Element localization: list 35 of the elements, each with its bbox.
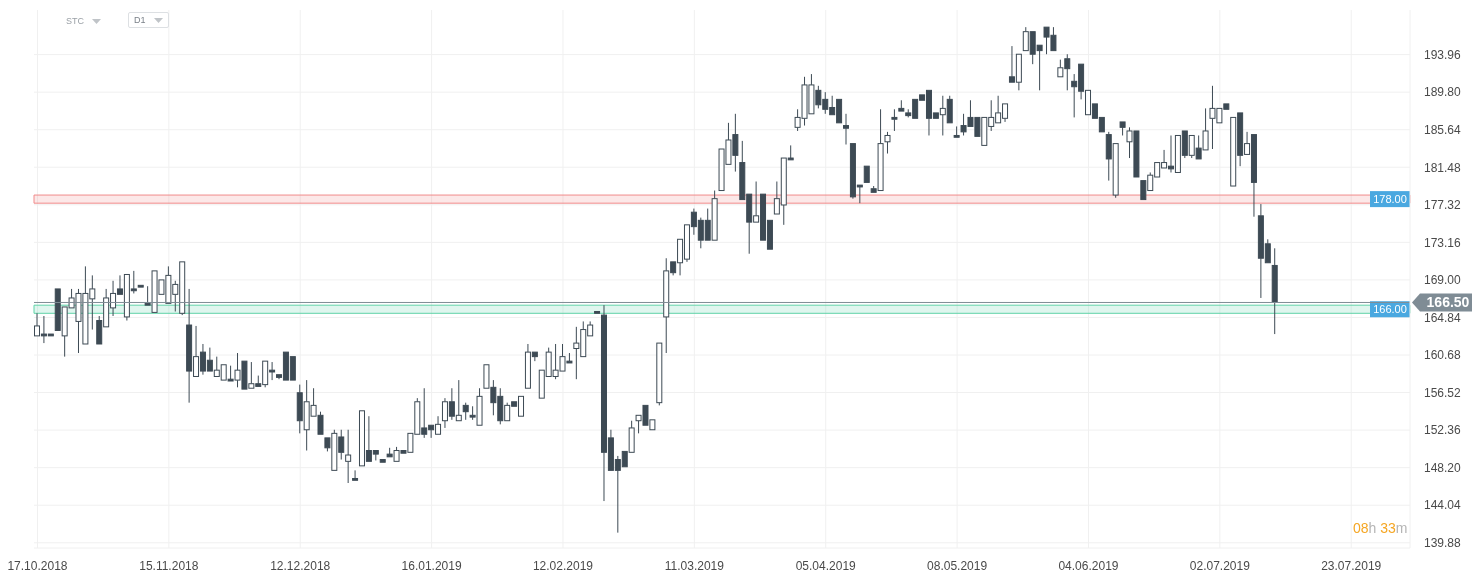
y-tick-label: 173.16 bbox=[1424, 235, 1462, 250]
y-tick-label: 148.20 bbox=[1424, 460, 1462, 475]
y-tick-label: 177.32 bbox=[1424, 198, 1462, 213]
y-tick-label: 160.68 bbox=[1424, 348, 1462, 363]
instrument-type-field: STC bbox=[66, 16, 101, 26]
candlestick bbox=[891, 108, 898, 132]
x-tick-label: 12.12.2018 bbox=[270, 559, 331, 573]
x-tick-label: 17.10.2018 bbox=[7, 559, 68, 573]
candlestick bbox=[843, 113, 850, 145]
x-tick-label: 11.03.2019 bbox=[664, 559, 725, 573]
y-tick-label: 189.80 bbox=[1424, 85, 1462, 100]
y-tick-label: 193.96 bbox=[1424, 47, 1462, 62]
x-tick-label: 02.07.2019 bbox=[1189, 559, 1251, 573]
band-label: 178.00 bbox=[1373, 193, 1407, 206]
y-tick-label: 139.88 bbox=[1424, 536, 1462, 551]
candlestick bbox=[1271, 247, 1278, 335]
x-tick-label: 05.04.2019 bbox=[795, 559, 857, 573]
x-tick-label: 08.05.2019 bbox=[927, 559, 988, 573]
x-tick-label: 12.02.2019 bbox=[532, 559, 594, 573]
y-tick-label: 185.64 bbox=[1424, 122, 1462, 137]
annotation: 08h 33m bbox=[1353, 520, 1408, 536]
y-tick-label: 156.52 bbox=[1424, 385, 1462, 400]
y-tick-label: 164.84 bbox=[1424, 310, 1462, 325]
x-tick-label: 04.06.2019 bbox=[1058, 559, 1119, 573]
ref-line-label: 166.50 bbox=[1426, 294, 1470, 311]
timeframe-dropdown: D1 bbox=[128, 12, 169, 28]
x-tick-label: 15.11.2018 bbox=[139, 559, 199, 573]
x-tick-label: 23.07.2019 bbox=[1321, 559, 1382, 573]
x-tick-label: 16.01.2019 bbox=[401, 559, 462, 573]
y-tick-label: 181.48 bbox=[1424, 160, 1462, 175]
y-tick-label: 169.00 bbox=[1424, 273, 1462, 288]
y-tick-label: 144.04 bbox=[1424, 498, 1462, 513]
candlestick bbox=[345, 429, 352, 484]
band-label: 166.00 bbox=[1373, 303, 1407, 316]
y-tick-label: 152.36 bbox=[1424, 423, 1462, 438]
